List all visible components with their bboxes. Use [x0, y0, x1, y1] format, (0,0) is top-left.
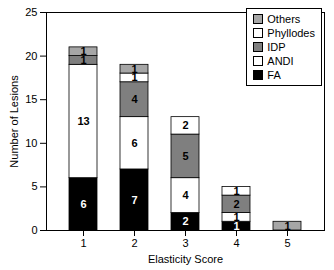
html-text:Phyllodes: Phyllodes: [267, 27, 315, 39]
html-text:ANDI: ANDI: [267, 55, 294, 67]
svg-text:1: 1: [233, 219, 240, 232]
svg-text:13: 13: [77, 115, 89, 127]
html-text:FA: FA: [267, 69, 281, 81]
svg-text:1: 1: [80, 54, 87, 66]
svg-text:20: 20: [25, 50, 37, 62]
svg-text:1: 1: [131, 63, 137, 75]
svg-text:2: 2: [182, 119, 188, 131]
svg-text:0: 0: [31, 224, 37, 236]
html-text:IDP: IDP: [267, 41, 286, 53]
svg-text:Number of Lesions: Number of Lesions: [8, 75, 20, 168]
svg-text:6: 6: [80, 198, 86, 210]
svg-text:5: 5: [182, 150, 188, 162]
svg-text:5: 5: [31, 180, 37, 192]
svg-text:3: 3: [182, 237, 188, 249]
svg-text:4: 4: [182, 189, 189, 201]
svg-text:5: 5: [284, 237, 290, 249]
html-text:Others: Others: [267, 13, 301, 25]
svg-text:7: 7: [131, 194, 137, 206]
svg-text:25: 25: [25, 6, 37, 18]
svg-text:1: 1: [233, 185, 239, 197]
svg-text:4: 4: [131, 93, 138, 105]
svg-text:1: 1: [284, 220, 290, 232]
svg-text:2: 2: [131, 237, 137, 249]
svg-text:2: 2: [182, 215, 188, 227]
svg-text:6: 6: [131, 137, 137, 149]
svg-text:1: 1: [131, 71, 138, 84]
svg-text:Elasticity Score: Elasticity Score: [148, 253, 223, 265]
svg-text:2: 2: [233, 198, 239, 210]
svg-text:15: 15: [25, 93, 37, 105]
svg-text:1: 1: [80, 45, 86, 57]
svg-text:1: 1: [233, 211, 239, 223]
svg-text:10: 10: [25, 137, 37, 149]
svg-text:4: 4: [233, 237, 239, 249]
svg-text:1: 1: [80, 237, 86, 249]
